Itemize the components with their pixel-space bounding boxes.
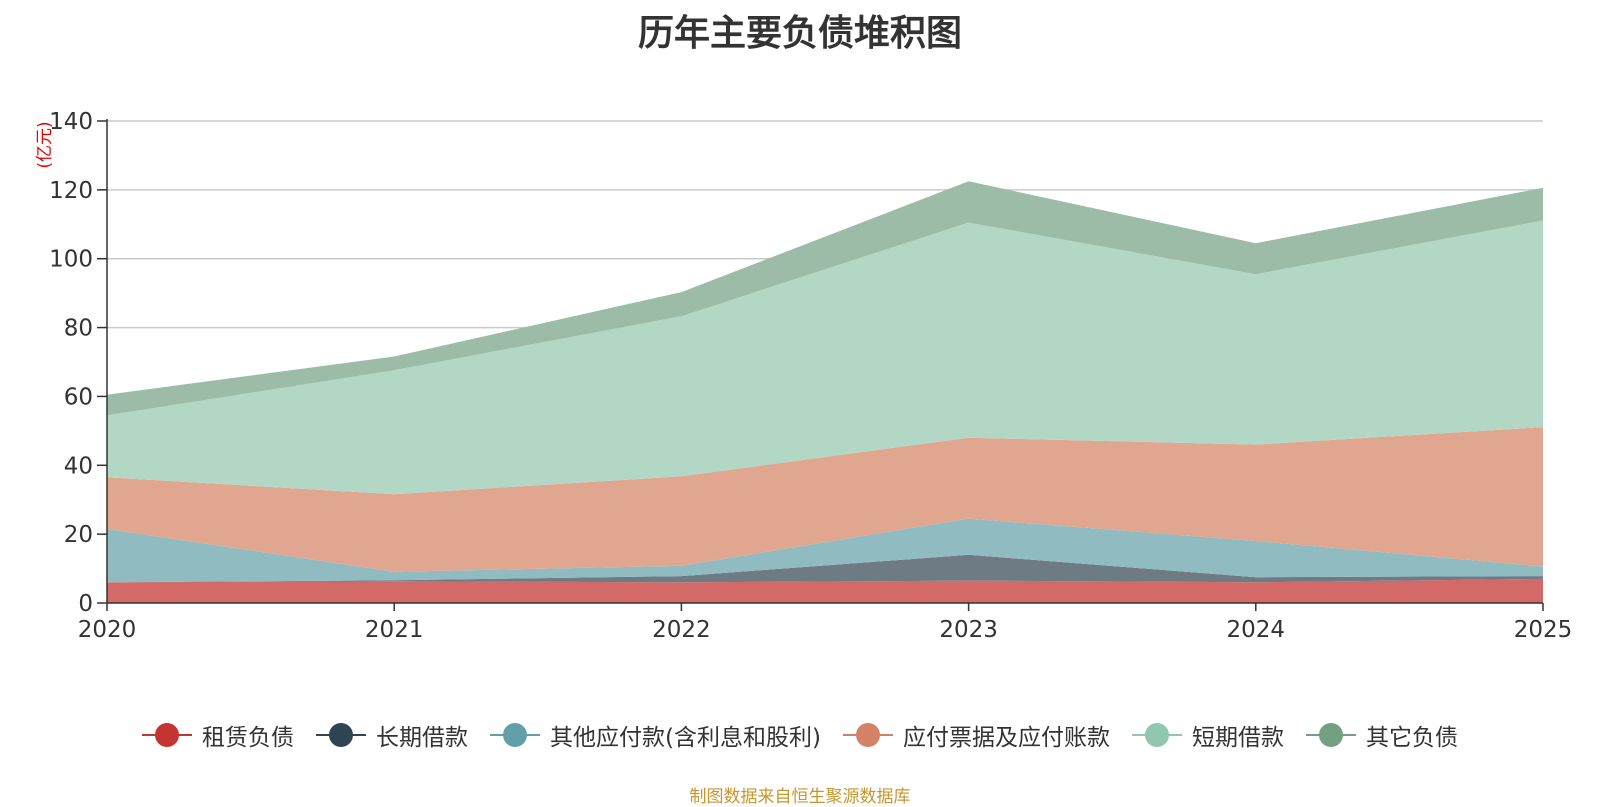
y-tick-label: 60 [64,384,93,410]
legend: 租赁负债 长期借款 其他应付款(含利息和股利) 应付票据及应付账款 短期借款 其它负债 [0,718,1600,752]
y-tick-label: 120 [49,178,93,204]
area-series-5[interactable] [107,181,1543,416]
legend-marker-icon [316,723,367,747]
legend-item[interactable]: 其它负债 [1305,718,1458,752]
area-series-1[interactable] [107,554,1543,583]
legend-item[interactable]: 短期借款 [1131,718,1284,752]
x-tick-label: 2021 [365,617,424,643]
y-axis-unit-label: (亿元) [35,121,55,168]
area-series-2[interactable] [107,518,1543,583]
y-tick-label: 0 [78,591,93,617]
x-tick-label: 2025 [1514,617,1573,643]
legend-marker-icon [1305,723,1356,747]
legend-marker-icon [842,723,893,747]
legend-marker-icon [142,723,193,747]
legend-label: 应付票据及应付账款 [902,725,1110,751]
x-tick-label: 2023 [939,617,998,643]
area-series-0[interactable] [107,578,1543,603]
x-tick-label: 2020 [78,617,137,643]
chart-title: 历年主要负债堆积图 [637,13,962,54]
source-note: 制图数据来自恒生聚源数据库 [689,787,911,807]
legend-label: 其他应付款(含利息和股利) [550,725,821,751]
area-series-3[interactable] [107,427,1543,572]
legend-item[interactable]: 租赁负债 [142,718,294,752]
x-tick-label: 2024 [1227,617,1286,643]
legend-item[interactable]: 长期借款 [316,718,468,752]
legend-item[interactable]: 应付票据及应付账款 [842,718,1110,752]
y-tick-label: 80 [64,316,93,342]
area-series-4[interactable] [107,220,1543,495]
y-tick-label: 100 [49,247,93,273]
y-tick-label: 20 [64,522,93,548]
x-tick-label: 2022 [652,617,711,643]
legend-label: 长期借款 [376,725,469,751]
y-tick-label: 40 [64,453,93,479]
y-tick-label: 140 [49,109,93,135]
area-series [107,181,1543,603]
legend-label: 其它负债 [1365,725,1458,751]
legend-marker-icon [490,723,541,747]
legend-label: 租赁负债 [202,725,295,751]
legend-marker-icon [1131,723,1182,747]
legend-item[interactable]: 其他应付款(含利息和股利) [490,718,821,752]
legend-label: 短期借款 [1191,725,1284,751]
axes: 0 20 40 60 80 100 120 140 2020 2021 2022 2023 2024 20… [35,109,1572,643]
